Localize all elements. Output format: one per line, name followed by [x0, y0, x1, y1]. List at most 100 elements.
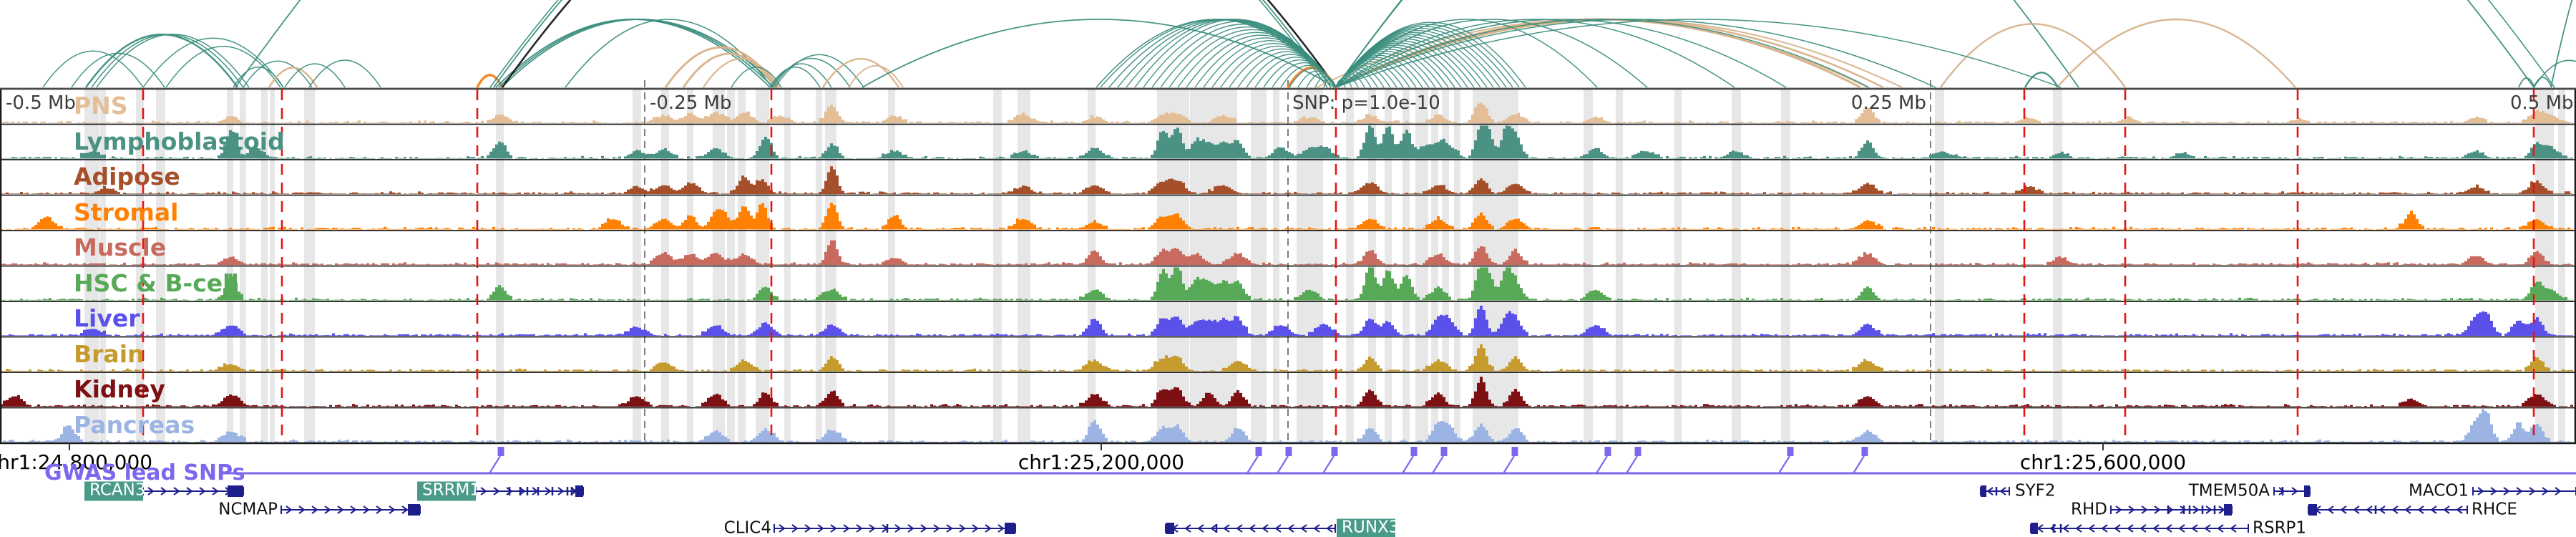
interaction-arc: [243, 60, 313, 88]
gwas-snp-lollipop: [1861, 447, 1868, 456]
gene-strand-arrow: [779, 524, 786, 533]
signal-track: [0, 305, 2573, 336]
gwas-snp-lollipop: [1285, 447, 1292, 456]
gwas-snp-stem: [1432, 455, 1444, 474]
signal-track: [0, 240, 2573, 265]
interaction-arc: [1335, 0, 1402, 88]
gene-exon-block: [2031, 523, 2038, 534]
gene-strand-arrow: [804, 524, 811, 533]
gene-strand-arrow: [493, 487, 500, 495]
interaction-arc: [1335, 19, 1735, 88]
gene-strand-arrow: [2101, 524, 2108, 533]
gene-strand-arrow: [817, 524, 824, 533]
interaction-arc: [1335, 0, 2555, 88]
signal-track: [0, 203, 2573, 230]
gene-strand-arrow: [557, 487, 565, 495]
interaction-arc: [84, 33, 239, 88]
gene-strand-arrow: [843, 524, 850, 533]
gwas-snp-lollipop: [1331, 447, 1338, 456]
gene-strand-arrow: [2140, 524, 2147, 533]
gene-strand-arrow: [2340, 505, 2347, 514]
gene-strand-arrow: [1287, 524, 1294, 533]
interaction-arc: [769, 67, 821, 88]
gene-strand-arrow: [920, 524, 927, 533]
gene-exon-block: [2224, 504, 2232, 516]
gene-strand-arrow: [160, 487, 167, 495]
gwas-snp-lollipop: [1410, 447, 1418, 456]
gene-strand-arrow: [2114, 524, 2121, 533]
gene-exon-block: [1981, 485, 1986, 497]
interaction-arc: [284, 63, 346, 88]
gene-exon-block: [408, 504, 420, 516]
gene-strand-arrow: [298, 505, 306, 514]
gene-strand-arrow: [2204, 524, 2211, 533]
gene-strand-arrow: [2456, 505, 2463, 514]
gene-strand-arrow: [830, 524, 837, 533]
gene-strand-arrow: [2192, 505, 2200, 514]
gene-strand-arrow: [2180, 505, 2187, 514]
signal-track: [0, 166, 2573, 194]
gene-exon-block: [1166, 523, 1174, 534]
gene-strand-arrow: [1210, 524, 1217, 533]
gene-strand-arrow: [1184, 524, 1191, 533]
gene-strand-arrow: [286, 505, 293, 514]
gene-strand-arrow: [389, 505, 396, 514]
gene-strand-arrow: [199, 487, 206, 495]
gene-strand-arrow: [1197, 524, 1204, 533]
interaction-arc: [1323, 78, 1337, 88]
gene-strand-arrow: [972, 524, 979, 533]
gwas-snp-lollipop: [497, 447, 504, 456]
gene-strand-arrow: [2141, 505, 2148, 514]
gene-strand-arrow: [907, 524, 914, 533]
gene-strand-arrow: [2165, 524, 2172, 533]
interaction-arc: [1335, 19, 1936, 88]
interaction-arc: [233, 67, 284, 88]
gene-strand-arrow: [2503, 487, 2510, 495]
gene-strand-arrow: [2154, 505, 2161, 514]
interaction-arc: [1335, 0, 1402, 88]
gene-strand-arrow: [2178, 524, 2185, 533]
gene-exon-block: [2304, 485, 2310, 497]
gene-strand-arrow: [337, 505, 344, 514]
gene-strand-arrow: [311, 505, 318, 514]
interaction-arc: [1335, 19, 1787, 88]
gwas-snp-stem: [1778, 455, 1790, 474]
interaction-arc: [772, 57, 851, 88]
gene-strand-arrow: [2217, 524, 2224, 533]
gwas-snp-lollipop: [1634, 447, 1641, 456]
gene-strand-arrow: [1223, 524, 1230, 533]
gwas-snp-stem: [1246, 455, 1259, 474]
interaction-arc: [165, 46, 281, 88]
signal-track: [0, 377, 2573, 407]
gene-strand-arrow: [946, 524, 953, 533]
gwas-snp-stem: [1503, 455, 1515, 474]
signal-track: [0, 125, 2573, 159]
gene-strand-arrow: [791, 524, 799, 533]
gene-strand-arrow: [376, 505, 383, 514]
gene-strand-arrow: [2443, 505, 2450, 514]
interaction-arc: [2518, 77, 2535, 88]
gwas-snp-stem: [1626, 455, 1638, 474]
gene-strand-arrow: [350, 505, 357, 514]
interaction-arc: [664, 46, 779, 88]
gene-strand-arrow: [2278, 487, 2285, 495]
gene-strand-arrow: [2490, 487, 2497, 495]
gene-strand-arrow: [2529, 487, 2536, 495]
gene-strand-arrow: [2477, 487, 2484, 495]
gene-strand-arrow: [2075, 524, 2082, 533]
gene-strand-arrow: [363, 505, 370, 514]
gene-strand-arrow: [2062, 524, 2069, 533]
gene-strand-arrow: [1313, 524, 1320, 533]
gene-strand-arrow: [869, 524, 876, 533]
gene-strand-arrow: [2191, 524, 2198, 533]
gene-strand-arrow: [519, 487, 526, 495]
gene-strand-arrow: [2379, 505, 2386, 514]
interaction-arc: [2024, 72, 2059, 88]
gene-strand-arrow: [173, 487, 180, 495]
interaction-arc: [1335, 19, 1648, 88]
interaction-arc: [96, 34, 250, 88]
gene-strand-arrow: [1300, 524, 1307, 533]
interaction-arc: [91, 34, 244, 88]
